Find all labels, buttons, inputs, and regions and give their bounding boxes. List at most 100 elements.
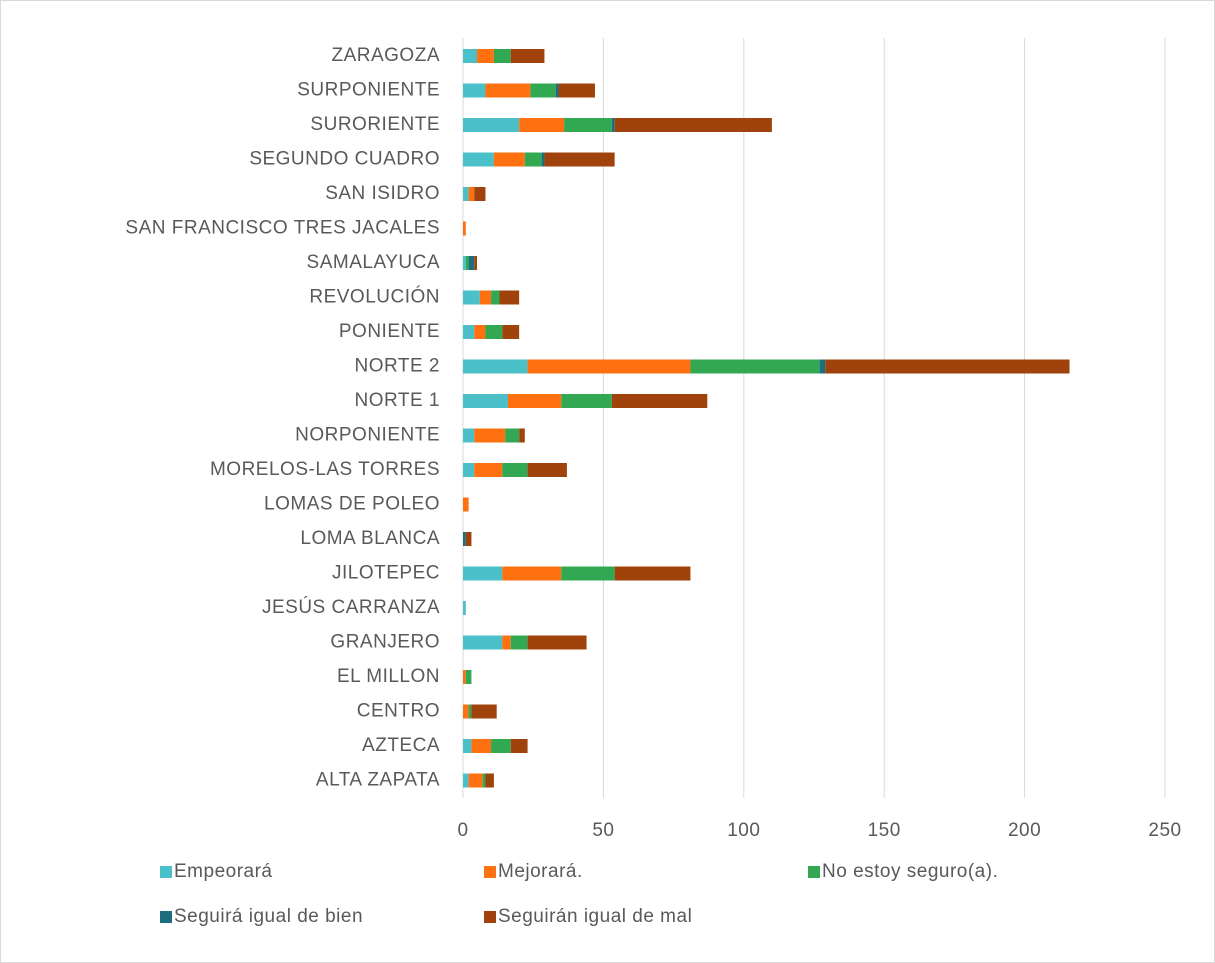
bar-segment [544,152,615,167]
bar-segment [463,83,486,98]
bar-segment [465,670,472,684]
bar-segment [611,394,708,408]
y-tick-label: LOMAS DE POLEO [264,494,440,515]
bar-segment [463,325,475,339]
bar-segment [463,635,503,650]
bar-segment [558,83,595,98]
bar-segment [477,49,494,63]
y-tick-label: NORPONIENTE [295,425,440,446]
x-tick-label: 150 [868,820,901,841]
legend-label: Empeorará [174,861,273,882]
bar-segment [530,83,556,98]
bar-segment [502,325,520,339]
bar-segment [474,187,486,201]
bar-segment [463,670,466,684]
bar-segment [541,152,545,167]
bar-segment [463,256,466,270]
bar-segment [463,221,466,236]
bar-segment [502,566,562,581]
y-tick-label: AZTECA [362,735,440,756]
bar-segment [491,739,511,753]
bar-segment [463,773,469,788]
bar-segment [499,290,520,305]
bar-segment [502,635,511,650]
bar-segment [463,704,469,719]
x-tick-label: 0 [457,820,468,841]
bar-segment [463,601,466,615]
bar-segment [463,290,480,305]
bar-segment [493,152,525,167]
bar-segment [485,773,494,788]
y-tick-label: SURPONIENTE [297,80,440,101]
bar-segment [471,704,497,719]
bar-segment [564,118,612,132]
bar-segment [527,635,587,650]
bar-segment [485,83,531,98]
bar-segment [491,290,500,305]
bar-segment [463,497,469,512]
bar-segment [474,325,486,339]
bar-segment [493,49,511,63]
y-tick-label: LOMA BLANCA [300,528,440,549]
bar-segment [463,428,475,443]
bar-segment [825,359,1070,374]
bar-segment [561,566,615,581]
bar-segment [463,739,472,753]
y-tick-label: MORELOS-LAS TORRES [210,459,440,480]
bar-segment [524,152,542,167]
legend-swatch [484,911,496,923]
y-tick-label: PONIENTE [339,321,440,342]
bar-segment [614,118,772,132]
y-tick-label: EL MILLON [337,666,440,687]
legend-label: Mejorará. [498,861,583,882]
bar-segment [465,256,469,270]
bar-segment [507,394,562,408]
bar-segment [463,187,469,201]
legend-swatch [808,866,820,878]
bar-segment [527,463,567,477]
bar-segment [463,49,478,63]
bar-segment [510,739,528,753]
bar-segment [519,118,565,132]
bar-segment [502,463,528,477]
y-tick-label: SAMALAYUCA [307,252,440,273]
bar-segment [463,566,503,581]
y-tick-label: JESÚS CARRANZA [262,596,440,618]
x-tick-label: 50 [592,820,614,841]
y-tick-label: GRANJERO [330,632,440,653]
y-tick-label: ZARAGOZA [331,45,440,66]
bar-segment [463,394,508,408]
y-tick-label: NORTE 1 [354,390,440,411]
bar-segment [510,635,528,650]
bar-segment [819,359,826,374]
bar-segment [468,256,475,270]
bar-segment [527,359,691,374]
bar-segment [510,49,545,63]
y-tick-label: NORTE 2 [354,356,440,377]
y-tick-label: REVOLUCIÓN [309,286,440,308]
bar-segment [614,566,691,581]
bar-segment [463,359,528,374]
bar-segment [468,773,483,788]
x-tick-label: 100 [727,820,760,841]
bar-segment [479,290,492,305]
y-tick-label: CENTRO [357,701,440,722]
y-tick-label: SEGUNDO CUADRO [249,149,440,170]
bar-segment [474,463,503,477]
bar-segment [474,256,478,270]
y-tick-label: SAN FRANCISCO TRES JACALES [125,218,440,239]
y-tick-label: SURORIENTE [310,114,440,135]
y-tick-label: SAN ISIDRO [325,183,440,204]
bar-segment [505,428,520,443]
bar-segment [463,152,494,167]
bar-segment [485,325,503,339]
bar-segment [690,359,820,374]
legend-swatch [160,866,172,878]
bar-segment [611,118,615,132]
legend-swatch [484,866,496,878]
bar-segment [463,118,520,132]
x-tick-label: 200 [1008,820,1041,841]
legend-swatch [160,911,172,923]
bar-segment [555,83,559,98]
